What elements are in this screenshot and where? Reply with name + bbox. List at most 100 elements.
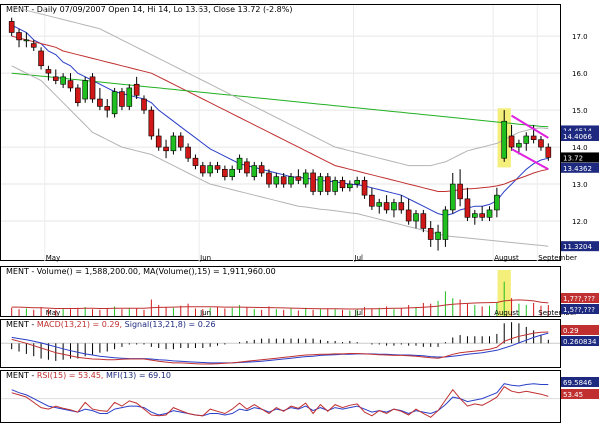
candle: [170, 132, 177, 155]
macd-tag-box: [561, 325, 599, 335]
candle-body-down: [141, 98, 147, 111]
candle: [38, 47, 44, 70]
candle: [67, 73, 74, 92]
candle: [45, 65, 52, 81]
candle-body-down: [104, 106, 111, 111]
candle-body-down: [16, 32, 22, 41]
candle-body-down: [457, 183, 463, 200]
candle-body-down: [67, 80, 74, 89]
price-tag-box: [561, 241, 599, 252]
candle-body-down: [383, 202, 390, 211]
candle: [30, 39, 37, 51]
macd-title-prefix: MENT -: [6, 320, 37, 329]
volume-tag-box: [561, 304, 599, 314]
candle: [442, 206, 449, 247]
candle-body-up: [288, 176, 294, 185]
candle: [339, 176, 346, 192]
candle-body-down: [398, 202, 405, 211]
macd-lines: [1, 322, 560, 365]
channel-line: [511, 114, 549, 139]
candle: [163, 139, 169, 159]
candle: [472, 209, 478, 225]
macd-tags: 0.29 0.260834: [561, 325, 599, 346]
volume-month-label: Jun: [199, 309, 211, 317]
candle: [82, 76, 88, 103]
candle: [192, 154, 199, 170]
candle-body-up: [126, 87, 133, 107]
macd-signal-label: Signal(13,21,8) = 0.26: [125, 320, 216, 329]
candle: [398, 195, 405, 214]
candle-body-down: [339, 180, 346, 189]
volume-month-label: August: [494, 309, 519, 317]
mfi-path: [11, 383, 549, 417]
candle-body-up: [494, 194, 500, 211]
candle: [464, 187, 471, 222]
candle: [523, 132, 530, 151]
candle-body-down: [214, 165, 221, 170]
price-tag-label: 11.3204: [563, 243, 592, 251]
candle-body-down: [545, 146, 552, 158]
price-candles: [8, 17, 552, 251]
candle: [52, 69, 59, 85]
macd-tag-label: 0.29: [563, 327, 579, 335]
candle-body-down: [222, 168, 228, 177]
candle-body-up: [170, 135, 177, 152]
rsi-panel: MENT - RSI(15) = 53.45, MFI(13) = 69.10 …: [0, 370, 599, 423]
candle: [185, 143, 191, 162]
price-channel: [511, 114, 549, 171]
candle-body-down: [155, 135, 162, 148]
candle-body-down: [324, 176, 331, 192]
candle: [361, 176, 368, 199]
candle: [97, 87, 103, 111]
candle-body-up: [82, 80, 88, 100]
candle: [354, 176, 360, 188]
volume-tag-label: 1,7??,???: [563, 295, 595, 303]
volume-ma-line: [11, 299, 549, 310]
candle: [111, 87, 118, 118]
candle: [501, 110, 508, 162]
price-tag-box: [561, 131, 599, 141]
candle-body-down: [420, 213, 427, 229]
candle-body-down: [369, 194, 375, 207]
candle: [141, 95, 147, 114]
candle-body-down: [405, 209, 412, 222]
candle: [244, 158, 250, 177]
series-line-band_lower: [11, 65, 549, 247]
candle: [405, 198, 412, 225]
candle-body-down: [280, 176, 287, 185]
candle: [383, 195, 390, 214]
candle-body-down: [148, 109, 155, 137]
rsi-tag-label: 69.5846: [563, 379, 592, 387]
candle: [8, 17, 15, 37]
price-tag-label: 13.72: [563, 154, 583, 162]
price-tag-box: [561, 152, 599, 163]
candle: [545, 143, 552, 161]
series-line-band_upper: [11, 6, 549, 167]
volume-month-labels: May Jun Jul August September: [46, 309, 577, 317]
candle: [347, 180, 353, 192]
candle-body-down: [119, 91, 125, 107]
candle-body-up: [251, 165, 258, 177]
price-tick-label: 16.0: [572, 70, 588, 78]
candle-body-down: [508, 135, 515, 148]
rsi-tags: 69.5846 53.45: [561, 377, 599, 399]
candle: [324, 172, 331, 196]
price-grid: [1, 5, 560, 261]
candle: [427, 221, 434, 247]
volume-month-label: Jul: [354, 309, 364, 317]
candle: [148, 106, 155, 140]
candle: [317, 172, 324, 196]
candle: [486, 206, 493, 222]
volume-ma-path: [11, 299, 549, 310]
month-labels: May Jun Jul August September: [46, 254, 577, 262]
candle-body-down: [97, 98, 103, 107]
candle-body-up: [516, 143, 522, 148]
price-tick-label: 12.0: [572, 218, 588, 226]
volume-tags: 1,7??,??? 1,5??,???: [561, 293, 599, 314]
volume-bars: [11, 281, 549, 316]
candle: [251, 161, 258, 181]
month-label: Jun: [199, 254, 211, 262]
candle-body-up: [354, 180, 360, 185]
